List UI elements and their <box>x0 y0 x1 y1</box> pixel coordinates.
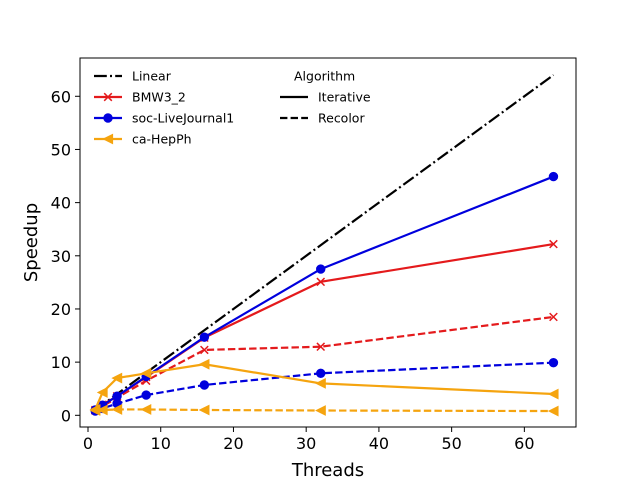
y-tick-label: 10 <box>51 353 71 372</box>
y-axis-label: Speedup <box>21 203 42 282</box>
x-tick-label: 0 <box>83 434 93 453</box>
data-point-bmw3-2-recolor <box>200 345 209 355</box>
legend-marker-bmw3-2 <box>103 92 113 102</box>
y-tick-label: 60 <box>51 87 71 106</box>
legend-label-bmw3-2: BMW3_2 <box>132 90 186 105</box>
data-point-soc-livejournal1-recolor <box>141 390 151 400</box>
data-point-soc-livejournal1-iterative <box>199 332 210 342</box>
data-point-ca-hepph-iterative <box>140 367 152 379</box>
data-point-bmw3-2-recolor <box>549 312 558 322</box>
x-tick-label: 50 <box>441 434 461 453</box>
y-tick-label: 0 <box>61 406 71 425</box>
data-point-ca-hepph-iterative <box>198 358 210 370</box>
data-point-soc-livejournal1-recolor <box>199 380 210 390</box>
legend-label-linear: Linear <box>132 69 172 84</box>
legend-marker-soc-livejournal1 <box>103 113 113 123</box>
y-tick-label: 30 <box>51 247 71 266</box>
data-point-ca-hepph-recolor <box>315 405 326 416</box>
data-point-bmw3-2-iterative <box>316 277 326 287</box>
data-point-ca-hepph-recolor <box>198 404 210 416</box>
x-axis-label: Threads <box>291 460 364 480</box>
x-tick-label: 20 <box>223 434 243 453</box>
series-group <box>89 74 559 417</box>
legend-label-ca-hepph: ca-HepPh <box>132 132 192 147</box>
data-point-ca-hepph-iterative <box>111 372 123 384</box>
plot-area <box>89 74 559 417</box>
legend-label-iterative: Iterative <box>318 90 371 105</box>
x-tick-label: 40 <box>369 434 389 453</box>
data-point-soc-livejournal1-recolor <box>316 368 326 378</box>
legend-title: Algorithm <box>294 69 355 84</box>
data-point-bmw3-2-recolor <box>316 342 326 352</box>
data-point-ca-hepph-recolor <box>96 404 108 416</box>
y-tick-label: 50 <box>51 140 71 159</box>
data-point-ca-hepph-iterative <box>547 388 559 400</box>
series-line-linear <box>94 74 555 411</box>
data-point-ca-hepph-recolor <box>111 404 123 415</box>
y-tick-label: 20 <box>51 300 71 319</box>
x-tick-label: 30 <box>296 434 316 453</box>
legend-label-recolor: Recolor <box>318 111 365 126</box>
axis-ticks: 0 10 20 30 40 50 60 0 10 20 30 40 50 60 <box>51 87 535 453</box>
legend-label-soc-livejournal1: soc-LiveJournal1 <box>132 111 234 126</box>
data-point-ca-hepph-iterative <box>96 387 108 398</box>
axes-frame <box>79 57 577 428</box>
data-point-ca-hepph-iterative <box>315 377 326 389</box>
data-point-bmw3-2-iterative <box>549 239 558 249</box>
data-point-soc-livejournal1-iterative <box>548 171 559 182</box>
data-point-ca-hepph-recolor <box>140 404 152 415</box>
legend: Linear BMW3_2 soc-LiveJournal1 ca-HepPh Algo… <box>94 69 371 147</box>
y-tick-label: 40 <box>51 194 71 213</box>
data-point-soc-livejournal1-iterative <box>316 264 326 274</box>
data-point-ca-hepph-recolor <box>547 405 559 417</box>
x-tick-label: 60 <box>514 434 534 453</box>
data-point-soc-livejournal1-recolor <box>548 357 559 368</box>
legend-marker-ca-hepph <box>102 133 114 145</box>
x-tick-label: 10 <box>151 434 171 453</box>
